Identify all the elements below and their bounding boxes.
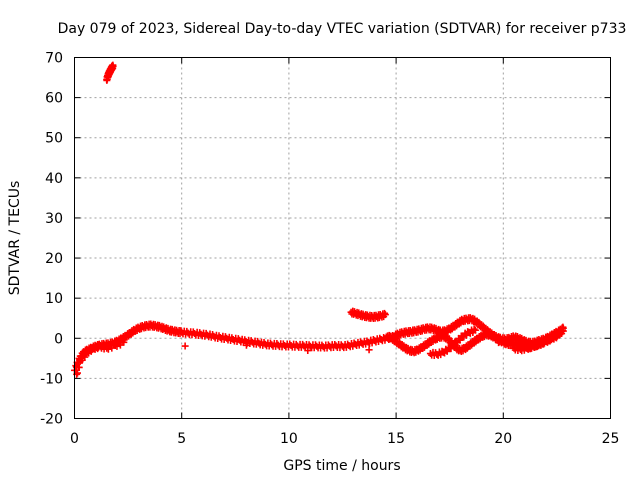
y-tick-label: 30 — [45, 211, 63, 227]
y-tick-label: 10 — [45, 291, 63, 307]
data-point — [104, 345, 112, 353]
data-point — [456, 336, 464, 344]
y-tick-label: 50 — [45, 131, 63, 147]
x-tick-label: 0 — [70, 431, 79, 447]
data-point — [365, 346, 373, 354]
x-tick-label: 15 — [387, 431, 405, 447]
y-tick-label: 60 — [45, 91, 63, 107]
data-point — [502, 339, 510, 347]
data-point — [559, 327, 567, 335]
data-point — [479, 331, 487, 339]
data-point — [495, 339, 503, 347]
data-point — [242, 341, 250, 349]
data-point — [555, 331, 563, 339]
y-tick-label: 40 — [45, 171, 63, 187]
y-tick-label: 0 — [54, 331, 63, 347]
x-tick-label: 20 — [494, 431, 512, 447]
data-points — [71, 61, 567, 378]
data-point — [109, 62, 117, 70]
y-tick-label: 20 — [45, 251, 63, 267]
data-point — [450, 342, 458, 350]
axis-ticks — [74, 57, 611, 419]
data-point — [75, 363, 83, 371]
data-point — [558, 326, 566, 334]
y-tick-label: 70 — [45, 51, 63, 67]
data-point — [554, 330, 562, 338]
data-point — [471, 326, 479, 334]
x-tick-label: 5 — [177, 431, 186, 447]
data-point — [74, 369, 82, 377]
data-point — [381, 309, 389, 317]
data-point — [381, 311, 389, 319]
x-tick-labels: 0 5 10 15 20 25 — [70, 431, 619, 447]
data-point — [304, 347, 312, 355]
plot-frame — [74, 57, 611, 419]
data-point — [113, 342, 121, 350]
x-tick-label: 10 — [280, 431, 298, 447]
y-tick-label: -10 — [40, 371, 63, 387]
y-tick-label: -20 — [40, 412, 63, 428]
chart-title: Day 079 of 2023, Sidereal Day-to-day VTE… — [58, 21, 627, 37]
data-point — [81, 353, 89, 361]
data-point — [487, 332, 495, 340]
x-tick-label: 25 — [602, 431, 620, 447]
x-axis-label: GPS time / hours — [283, 458, 400, 474]
y-axis-label: SDTVAR / TECUs — [7, 181, 23, 296]
data-point — [181, 342, 189, 350]
data-point — [470, 325, 478, 333]
y-tick-labels: -20 -10 0 10 20 30 40 50 60 70 — [40, 51, 63, 428]
grid-lines — [74, 57, 611, 419]
data-point — [120, 338, 128, 346]
